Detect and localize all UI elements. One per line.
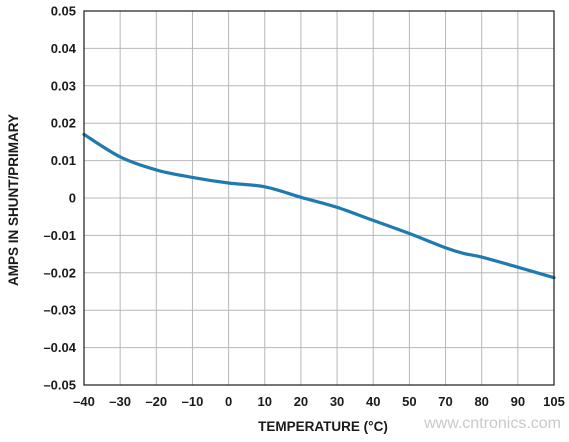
watermark: www.cntronics.com	[424, 415, 561, 432]
y-tick-labels: 0.05 0.04 0.03 0.02 0.01 0 –0.01 –0.02 –0.03 –0.0…	[43, 4, 76, 393]
y-tick-label: –0.04	[43, 340, 76, 355]
series-line	[82, 132, 556, 280]
x-tick-label: 50	[402, 394, 416, 409]
y-tick-label: 0.03	[51, 78, 76, 93]
x-tick-label: 70	[438, 394, 452, 409]
plot-frame	[83, 10, 555, 386]
x-tick-label: 10	[258, 394, 272, 409]
x-tick-label: –30	[109, 394, 131, 409]
y-tick-label: –0.03	[43, 303, 76, 318]
grid	[84, 11, 554, 385]
x-tick-label: 40	[366, 394, 380, 409]
x-tick-label: –40	[73, 394, 95, 409]
y-axis-title: AMPS IN SHUNT/PRIMARY	[6, 114, 21, 286]
y-tick-label: 0.05	[51, 4, 76, 19]
x-tick-label: 80	[474, 394, 488, 409]
y-tick-label: –0.05	[43, 378, 76, 393]
y-tick-label: 0	[69, 191, 76, 206]
x-tick-label: –20	[145, 394, 167, 409]
x-tick-label: 0	[225, 394, 232, 409]
y-tick-label: 0.01	[51, 153, 76, 168]
series-layer	[82, 132, 556, 280]
x-tick-label: 30	[330, 394, 344, 409]
x-tick-label: –10	[182, 394, 204, 409]
x-tick-label: 90	[511, 394, 525, 409]
y-tick-label: –0.02	[43, 265, 76, 280]
x-axis-title: TEMPERATURE (°C)	[258, 419, 388, 434]
y-tick-label: 0.04	[51, 41, 77, 56]
y-tick-label: 0.02	[51, 116, 76, 131]
x-tick-label: 105	[543, 394, 565, 409]
y-tick-label: –0.01	[43, 228, 76, 243]
x-tick-label: 20	[294, 394, 308, 409]
x-tick-labels: –40 –30 –20 –10 0 10 20 30 40 50 70 80 90 105	[73, 394, 565, 409]
